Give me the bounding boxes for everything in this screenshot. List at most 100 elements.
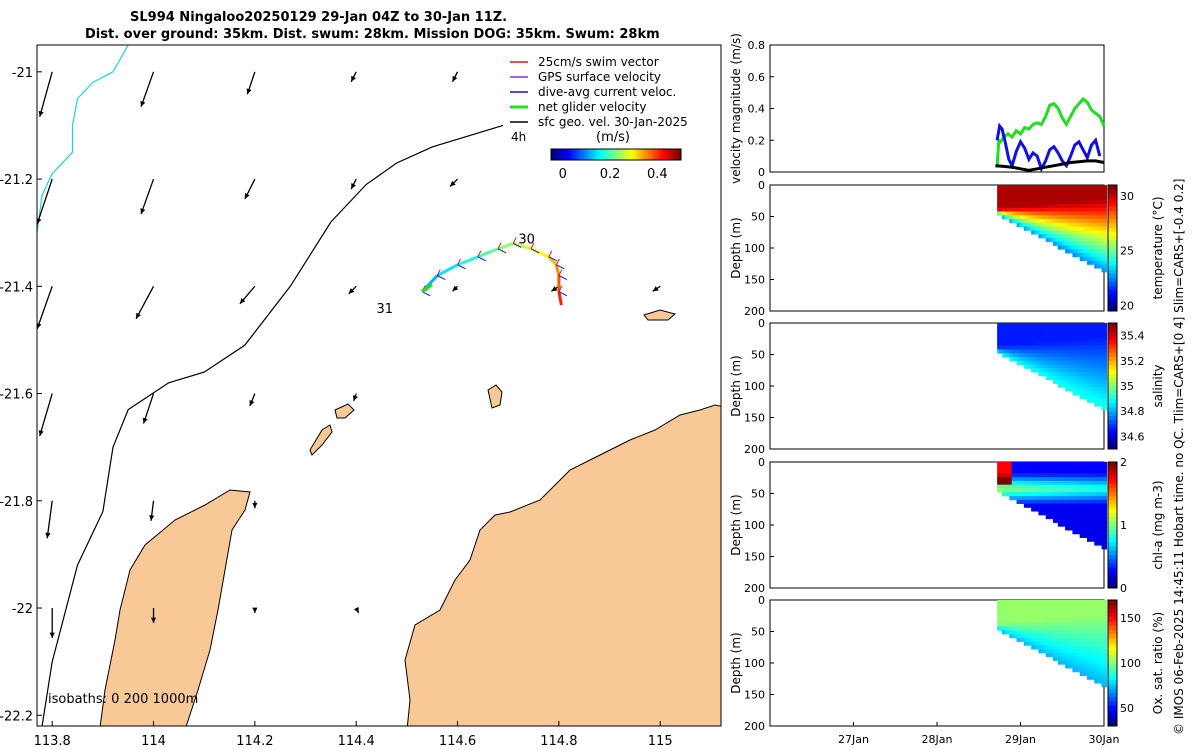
profile-cell bbox=[1104, 511, 1107, 516]
profile-cell bbox=[1043, 192, 1047, 197]
profile-cell bbox=[997, 465, 1001, 470]
profile-cell bbox=[1094, 226, 1098, 231]
profile-cell bbox=[999, 330, 1003, 335]
profile-cell bbox=[1011, 480, 1015, 486]
profile-cell bbox=[1052, 618, 1056, 624]
profile-cell bbox=[1082, 185, 1086, 190]
profile-cell bbox=[1074, 652, 1078, 658]
profile-cell bbox=[1074, 660, 1078, 665]
profile-cell bbox=[1101, 264, 1105, 269]
profile-cell bbox=[1040, 357, 1044, 362]
profile-cell bbox=[1104, 499, 1107, 504]
profile-cell bbox=[1021, 480, 1025, 486]
profile-cell bbox=[1038, 480, 1042, 486]
profile-cell bbox=[1089, 203, 1093, 209]
profile-cell bbox=[1060, 211, 1064, 216]
profile-cell bbox=[1035, 645, 1039, 650]
profile-cell bbox=[1069, 518, 1073, 523]
profile-cell bbox=[1011, 200, 1015, 205]
profile-cell bbox=[1079, 518, 1083, 523]
profile-cell bbox=[1014, 192, 1018, 197]
profile-cell bbox=[1038, 507, 1042, 512]
profile-cell bbox=[1096, 607, 1100, 612]
profile-cell bbox=[1086, 357, 1090, 362]
profile-cell bbox=[1062, 626, 1066, 631]
profile-cell bbox=[1104, 196, 1107, 201]
profile-cell bbox=[1016, 634, 1020, 639]
profile-cell bbox=[1033, 634, 1037, 639]
profile-cell bbox=[1045, 353, 1049, 358]
profile-cell bbox=[1033, 603, 1037, 608]
profile-cell bbox=[1018, 492, 1022, 497]
profile-cell bbox=[1016, 360, 1020, 365]
profile-cell bbox=[1023, 196, 1027, 201]
profile-cell bbox=[1065, 185, 1069, 190]
profile-cell bbox=[1101, 514, 1105, 520]
profile-cell bbox=[1060, 522, 1064, 527]
profile-cell bbox=[1060, 357, 1064, 362]
profile-cell bbox=[1035, 469, 1039, 474]
profile-cell bbox=[1086, 526, 1090, 531]
x-tick-label: 27Jan bbox=[838, 733, 869, 746]
profile-cell bbox=[1014, 330, 1018, 335]
y-tick-label: -21.4 bbox=[0, 280, 33, 295]
profile-cell bbox=[1067, 237, 1071, 243]
profile-cell bbox=[1084, 249, 1088, 254]
profile-cell bbox=[1094, 488, 1098, 493]
profile-cell bbox=[1050, 600, 1054, 605]
profile-cell bbox=[1099, 241, 1103, 246]
swim-vector bbox=[497, 242, 502, 249]
profile-cell bbox=[1043, 338, 1047, 343]
profile-cell bbox=[1057, 634, 1061, 639]
profile-cell bbox=[1004, 465, 1008, 470]
profile-cell bbox=[1060, 196, 1064, 201]
profile-cell bbox=[1065, 622, 1069, 627]
profile-cell bbox=[1040, 611, 1044, 616]
geo-velocity-vector bbox=[252, 607, 258, 614]
profile-cell bbox=[1035, 207, 1039, 212]
profile-cell bbox=[1072, 607, 1076, 612]
profile-cell bbox=[1067, 664, 1071, 669]
profile-cell bbox=[1096, 203, 1100, 209]
island bbox=[487, 384, 503, 409]
profile-cell bbox=[1079, 671, 1083, 676]
profile-cell bbox=[1018, 630, 1022, 635]
profile-cell bbox=[1101, 402, 1105, 407]
profile-cell bbox=[1099, 630, 1103, 635]
profile-cell bbox=[1091, 360, 1095, 365]
profile-cell bbox=[1050, 215, 1054, 220]
profile-cell bbox=[1086, 652, 1090, 658]
profile-cell bbox=[1084, 222, 1088, 227]
profile-cell bbox=[1067, 652, 1071, 658]
profile-cell bbox=[1074, 219, 1078, 224]
island bbox=[334, 403, 355, 419]
profile-cell bbox=[1094, 237, 1098, 243]
profile-cell bbox=[1004, 341, 1008, 347]
profile-cell bbox=[1101, 637, 1105, 642]
profile-cell bbox=[1086, 245, 1090, 250]
profile-cell bbox=[1045, 234, 1049, 239]
profile-cell bbox=[1077, 353, 1081, 358]
profile-cell bbox=[1038, 488, 1042, 493]
profile-cell bbox=[1001, 607, 1005, 612]
profile-cell bbox=[1089, 256, 1093, 261]
colorbar-cell bbox=[1108, 390, 1117, 395]
coastline-cyan bbox=[37, 45, 129, 233]
profile-cell bbox=[1065, 465, 1069, 470]
profile-cell bbox=[1011, 219, 1015, 224]
profile-cell bbox=[1101, 611, 1105, 616]
profile-cell bbox=[1031, 230, 1035, 235]
profile-cell bbox=[1099, 249, 1103, 254]
profile-cell bbox=[1089, 207, 1093, 212]
profile-cell bbox=[1052, 222, 1056, 227]
profile-cell bbox=[1082, 664, 1086, 669]
profile-cell bbox=[1082, 634, 1086, 639]
profile-cell bbox=[1011, 207, 1015, 212]
profile-cell bbox=[1040, 469, 1044, 474]
profile-cell bbox=[1094, 391, 1098, 396]
profile-cell bbox=[1094, 507, 1098, 512]
profile-cell bbox=[1038, 364, 1042, 369]
profile-cell bbox=[1084, 188, 1088, 193]
profile-cell bbox=[1086, 488, 1090, 493]
profile-cell bbox=[1050, 626, 1054, 631]
